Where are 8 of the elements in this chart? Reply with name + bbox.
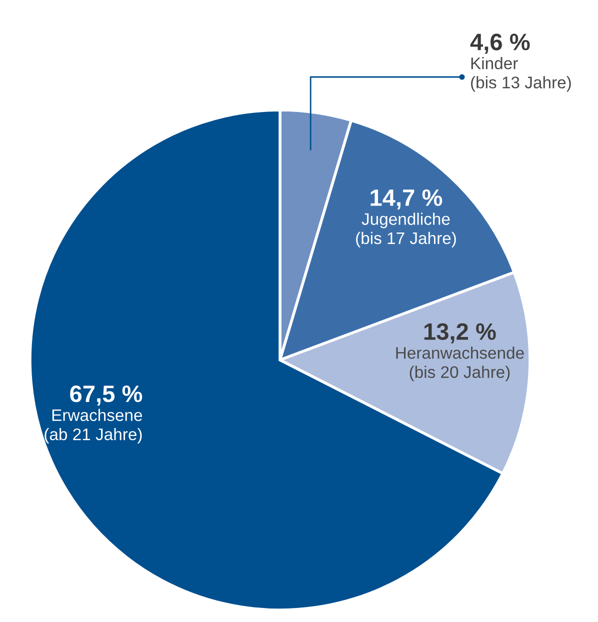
data-label: 14,7 % <box>370 189 442 210</box>
data-label: 67,5 % <box>70 385 142 406</box>
slice-label: Kinder (bis 13 Jahre) <box>471 57 571 92</box>
slice-label: Heranwachsende (bis 20 Jahre) <box>396 346 524 382</box>
data-label: 4,6 % <box>470 34 530 54</box>
data-label: 13,2 % <box>424 323 496 344</box>
slice-label: Jugendliche (bis 17 Jahre) <box>356 212 456 248</box>
slice-label: Erwachsene (ab 21 Jahre) <box>44 408 142 444</box>
